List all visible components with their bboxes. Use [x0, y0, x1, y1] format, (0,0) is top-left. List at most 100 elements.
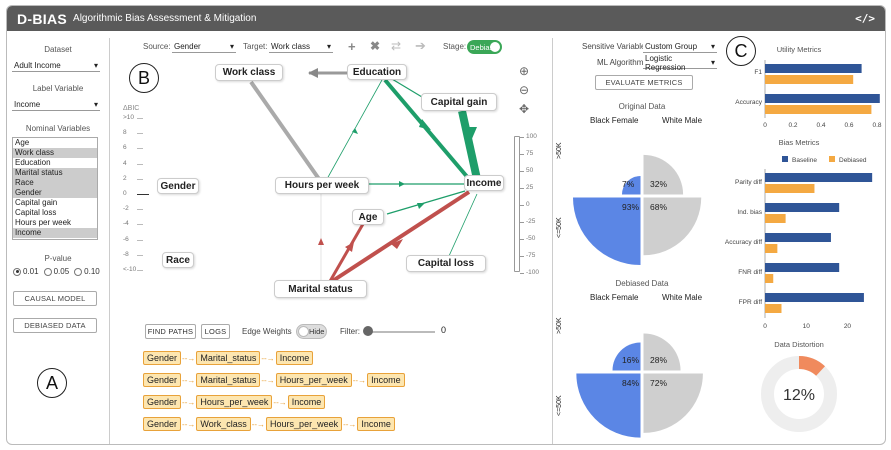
stage-toggle[interactable]: Debias	[467, 40, 502, 54]
node-race[interactable]: Race	[162, 252, 194, 268]
target-select[interactable]: Work class ▾	[269, 41, 333, 53]
node-hours-per-week[interactable]: Hours per week	[275, 177, 369, 194]
node-capital-gain[interactable]: Capital gain	[421, 93, 497, 111]
edge-education-income[interactable]	[383, 78, 471, 181]
causal-model-button[interactable]: CAUSAL MODEL	[13, 291, 97, 306]
node-marital-status[interactable]: Marital status	[274, 280, 367, 298]
utility-bar[interactable]	[765, 75, 854, 84]
sensitive-variable-select[interactable]: Custom Group ▾	[643, 41, 717, 53]
logs-button[interactable]: LOGS	[201, 324, 230, 339]
original-a-lo-wedge[interactable]	[572, 197, 641, 266]
debiased-data-button[interactable]: DEBIASED DATA	[13, 318, 97, 333]
path-node-chip[interactable]: Income	[287, 395, 326, 409]
code-icon[interactable]: </>	[855, 12, 875, 25]
bias-bar[interactable]	[765, 214, 786, 223]
edge-weights-toggle[interactable]: Hide	[296, 324, 327, 339]
bias-bar[interactable]	[765, 184, 815, 193]
nominal-option[interactable]: Education	[15, 158, 51, 167]
distortion-value-arc[interactable]	[798, 356, 826, 377]
debiased-a-lo-wedge[interactable]	[576, 373, 641, 438]
path-node-chip[interactable]: Gender	[143, 395, 182, 409]
path-node-chip[interactable]: Hours_per_week	[266, 417, 343, 431]
original-b-lo-wedge[interactable]	[643, 197, 702, 256]
dataset-select[interactable]: Adult Income ▾	[12, 59, 100, 72]
causal-path-row[interactable]: Gender --→ Marital_status --→ Hours_per_week…	[143, 369, 443, 391]
debiased-b-hi-wedge[interactable]	[643, 333, 681, 371]
ml-algorithm-select[interactable]: Logistic Regression ▾	[643, 54, 717, 72]
nominal-option[interactable]: Capital loss	[15, 208, 57, 217]
bias-bar[interactable]	[765, 293, 864, 302]
filter-slider-track[interactable]	[367, 331, 435, 333]
original-row-lo-label: <=50K	[556, 217, 563, 238]
bias-bar[interactable]	[765, 233, 831, 242]
filter-slider-handle[interactable]	[363, 326, 373, 336]
path-node-chip[interactable]: Gender	[143, 417, 182, 431]
pvalue-radio[interactable]: 0.01	[13, 267, 39, 276]
edge-age-income[interactable]	[386, 190, 466, 215]
edge-marital-age[interactable]	[327, 223, 365, 284]
path-node-chip[interactable]: Income	[367, 373, 405, 387]
nominal-option[interactable]: Hours per week	[15, 218, 72, 227]
add-edge-icon[interactable]: +	[348, 39, 356, 54]
nominal-option[interactable]: Capital gain	[15, 198, 58, 207]
nominal-option[interactable]: Income	[13, 228, 97, 238]
node-work-class[interactable]: Work class	[215, 64, 283, 81]
nominal-option[interactable]: Race	[13, 178, 97, 188]
causal-path-row[interactable]: Gender --→ Marital_status --→ Income	[143, 347, 443, 369]
path-node-chip[interactable]: Income	[275, 351, 314, 365]
edge-marital-income[interactable]	[329, 190, 471, 284]
debiased-a-hi-wedge[interactable]	[612, 342, 641, 371]
nominal-option[interactable]: Work class	[13, 148, 97, 158]
zoom-out-icon[interactable]: ⊖	[519, 83, 530, 97]
path-node-chip[interactable]: Income	[357, 417, 395, 431]
node-capital-loss[interactable]: Capital loss	[406, 255, 486, 272]
path-node-chip[interactable]: Marital_status	[196, 351, 261, 365]
chevron-down-icon: ▾	[93, 99, 98, 109]
nominal-option[interactable]: Marital status	[13, 168, 97, 178]
find-paths-button[interactable]: FIND PATHS	[145, 324, 196, 339]
original-a-hi-wedge[interactable]	[621, 175, 641, 195]
edge-capitalgain-income[interactable]	[458, 110, 481, 180]
utility-bar[interactable]	[765, 105, 872, 114]
bias-bar[interactable]	[765, 304, 782, 313]
nominal-option[interactable]: Age	[15, 138, 30, 147]
zoom-in-icon[interactable]: ⊕	[519, 64, 530, 78]
node-age[interactable]: Age	[352, 209, 384, 225]
evaluate-metrics-button[interactable]: EVALUATE METRICS	[595, 75, 693, 90]
path-node-chip[interactable]: Marital_status	[196, 373, 261, 387]
path-node-chip[interactable]: Work_class	[196, 417, 251, 431]
edge-workclass-hours[interactable]	[249, 80, 321, 181]
source-select[interactable]: Gender ▾	[172, 41, 236, 53]
node-gender[interactable]: Gender	[157, 178, 199, 194]
radio-dot	[43, 267, 52, 276]
pan-icon[interactable]: ✥	[519, 102, 530, 116]
causal-path-row[interactable]: Gender --→ Hours_per_week --→ Income	[143, 391, 443, 413]
direct-edge-icon[interactable]: ➔	[415, 38, 426, 53]
bias-bar[interactable]	[765, 244, 778, 253]
node-income[interactable]: Income	[464, 175, 504, 191]
bias-bar[interactable]	[765, 263, 840, 272]
delete-edge-icon[interactable]: ✖	[370, 39, 381, 53]
pvalue-label: P-value	[44, 254, 72, 263]
nominal-listbox[interactable]: Age Work class Education Marital status Race…	[12, 137, 98, 240]
edge-weight-tick	[520, 205, 524, 206]
path-node-chip[interactable]: Gender	[143, 373, 182, 387]
pvalue-radio[interactable]: 0.10	[74, 267, 100, 276]
edge-capitalloss-income[interactable]	[448, 193, 478, 257]
nominal-option[interactable]: Gender	[13, 188, 97, 198]
path-node-chip[interactable]: Hours_per_week	[275, 373, 352, 387]
label-variable-select[interactable]: Income ▾	[12, 98, 100, 111]
bias-bar[interactable]	[765, 203, 840, 212]
bias-bar[interactable]	[765, 173, 873, 182]
bias-bar[interactable]	[765, 274, 774, 283]
utility-bar[interactable]	[765, 94, 880, 103]
pvalue-radio[interactable]: 0.05	[43, 267, 69, 276]
causal-path-row[interactable]: Gender --→ Work_class --→ Hours_per_week --→ I…	[143, 413, 443, 435]
reverse-edge-icon[interactable]: ⇄	[391, 39, 402, 53]
original-b-hi-wedge[interactable]	[643, 154, 684, 195]
path-node-chip[interactable]: Hours_per_week	[196, 395, 273, 409]
debiased-b-lo-wedge[interactable]	[643, 373, 703, 433]
node-education[interactable]: Education	[347, 64, 407, 80]
path-node-chip[interactable]: Gender	[143, 351, 182, 365]
utility-bar[interactable]	[765, 64, 862, 73]
